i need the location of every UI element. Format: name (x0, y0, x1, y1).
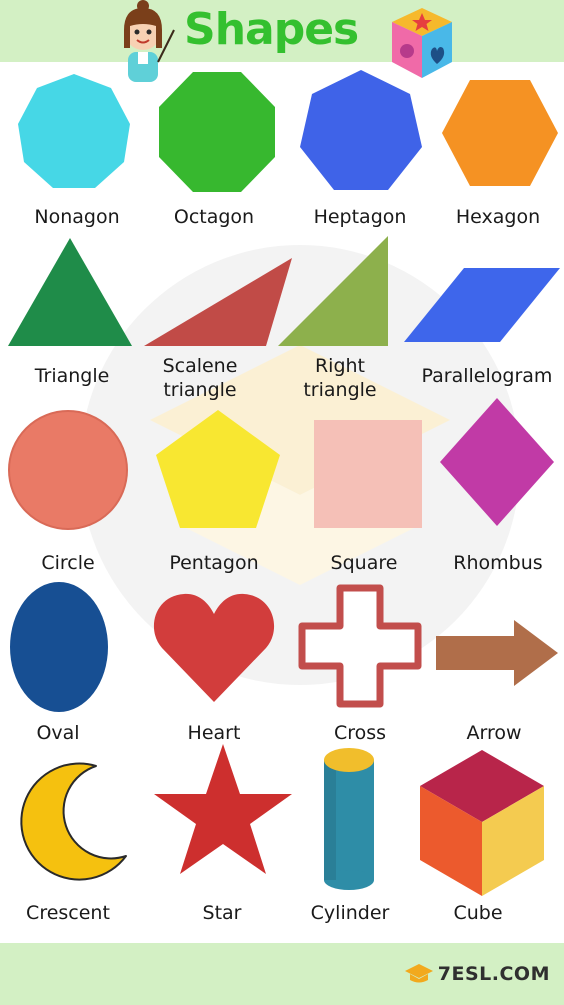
right-triangle-shape (278, 236, 388, 346)
toy-cube-icon (392, 8, 452, 78)
pentagon-shape (156, 410, 280, 528)
square-shape (314, 420, 422, 528)
label-star: Star (202, 902, 242, 924)
label-cylinder: Cylinder (310, 902, 390, 924)
triangle-shape (8, 238, 132, 346)
label-circle: Circle (41, 552, 95, 574)
label-heptagon: Heptagon (313, 206, 407, 228)
rhombus-shape (440, 398, 554, 526)
label-crescent: Crescent (26, 902, 110, 924)
label-parallelogram: Parallelogram (421, 365, 553, 387)
label-hexagon: Hexagon (455, 206, 541, 228)
label-arrow: Arrow (466, 722, 522, 744)
crescent-shape (20, 762, 127, 881)
heptagon-shape (300, 70, 422, 190)
scalene-triangle-shape (144, 258, 292, 346)
cylinder-shape (324, 748, 374, 890)
graduation-cap-icon (404, 964, 433, 983)
arrow-shape (436, 620, 558, 686)
label-triangle: Triangle (34, 365, 110, 387)
label-octagon: Octagon (173, 206, 255, 228)
nonagon-shape (18, 74, 130, 188)
star-shape (154, 744, 292, 874)
label-pentagon: Pentagon (169, 552, 259, 574)
label-square: Square (330, 552, 398, 574)
brand-logo: 7ESL.COM (404, 961, 550, 987)
label-right-triangle: Right triangle (303, 355, 377, 401)
cross-shape (298, 584, 422, 708)
label-rhombus: Rhombus (453, 552, 543, 574)
hexagon-shape (442, 80, 558, 186)
footer-banner: 7ESL.COM (0, 943, 564, 1005)
teacher-icon (124, 0, 175, 82)
cube-shape (420, 750, 544, 896)
label-cube: Cube (453, 902, 503, 924)
brand-text: 7ESL.COM (437, 963, 550, 985)
parallelogram-shape (404, 268, 560, 342)
label-nonagon: Nonagon (34, 206, 120, 228)
heart-shape (153, 593, 275, 702)
octagon-shape (159, 72, 275, 192)
label-scalene-triangle: Scalene triangle (162, 355, 238, 401)
page-title: Shapes (184, 4, 359, 55)
header-banner (0, 0, 564, 62)
label-oval: Oval (36, 722, 80, 744)
circle-shape (8, 410, 128, 530)
oval-shape (10, 582, 108, 712)
label-heart: Heart (187, 722, 241, 744)
label-cross: Cross (333, 722, 387, 744)
